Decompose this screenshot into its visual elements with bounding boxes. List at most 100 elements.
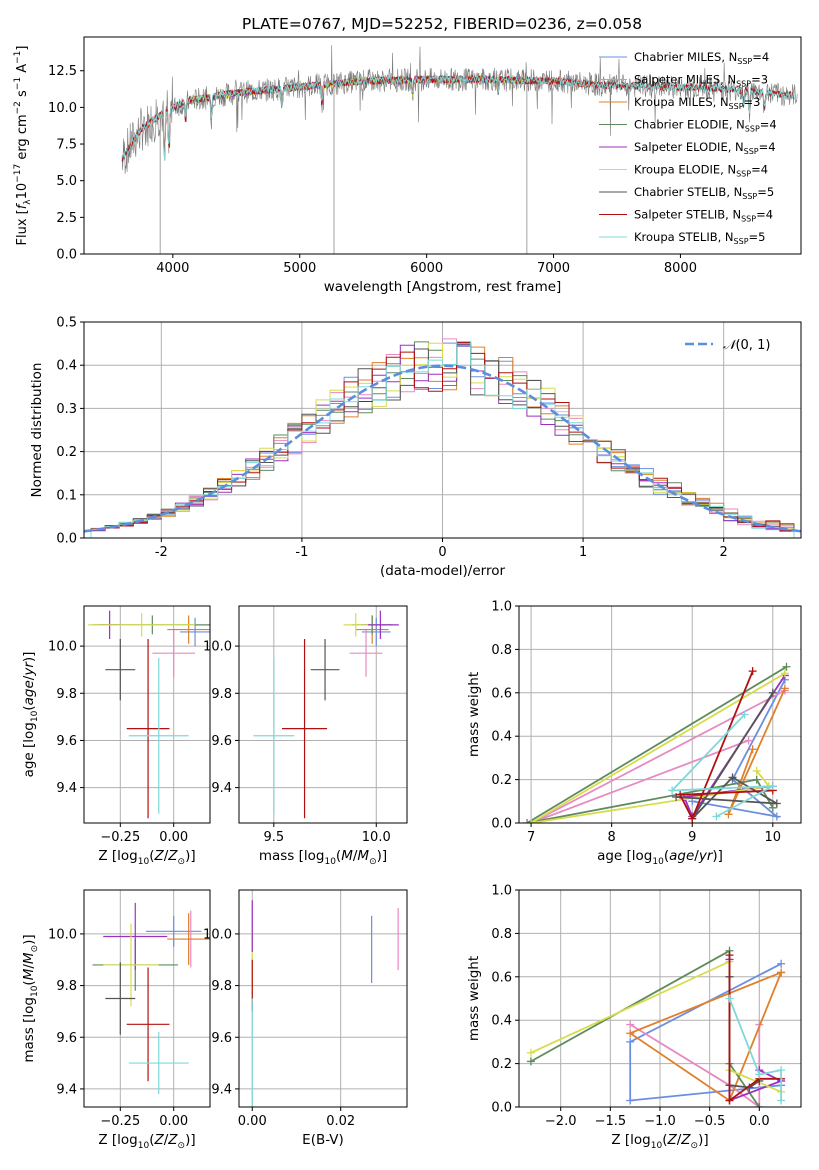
y-tick-label: 9.4 [211, 1082, 232, 1097]
mass-weight-vs-metallicity-plot-area [526, 946, 786, 1107]
x-tick-label: −0.25 [100, 830, 140, 845]
x-tick-label: -2 [155, 545, 168, 560]
series-marker-kroupa-elodie [527, 819, 536, 823]
y-tick-label: 9.6 [211, 1031, 232, 1046]
series-line-salpeter-stelib [678, 670, 773, 821]
y-tick-label: 9.6 [56, 734, 77, 749]
series-marker-salpeter-stelib [676, 790, 685, 799]
mass-vs-metallicity-ylabel: mass [log10(M/M⊙)] [21, 934, 40, 1062]
x-tick-label: 9.5 [263, 830, 284, 845]
x-tick-label: 2 [720, 545, 728, 560]
age-vs-metallicity-plot-area [88, 610, 210, 819]
y-tick-label: 9.4 [211, 781, 232, 796]
x-tick-label: 10 [765, 830, 782, 845]
figure-title: PLATE=0767, MJD=52252, FIBERID=0236, z=0… [242, 15, 642, 33]
x-tick-label: −1.0 [644, 1114, 676, 1129]
series-marker-kroupa-miles [748, 745, 757, 754]
series-marker-kroupa-stelib [777, 1096, 786, 1105]
series-line-chabrier-miles [692, 679, 786, 818]
y-tick-label: 9.8 [211, 979, 232, 994]
series-marker-kroupa-elodie [526, 1048, 535, 1057]
y-tick-label: 9.4 [56, 1082, 77, 1097]
series-marker-chabrier-miles [626, 1037, 635, 1046]
spectrum-xlabel: wavelength [Angstrom, rest frame] [324, 279, 562, 295]
series-line-salpeter-miles [530, 689, 786, 823]
mass-vs-metallicity-xlabel: Z [log10(Z/Z⊙)] [98, 1132, 195, 1151]
spectrum-ylabel: Flux [fλ10−17 erg cm−2 s−1 A−1] [13, 46, 33, 246]
series-marker-chabrier-elodie [752, 775, 761, 784]
y-tick-label: 0.6 [491, 970, 512, 985]
series-marker-chabrier-elodie [755, 1103, 764, 1107]
series-marker-kroupa-stelib [712, 812, 721, 821]
y-tick-label: 0.2 [56, 445, 77, 460]
series-marker-salpeter-stelib [725, 1096, 734, 1105]
spectrum-panel: 4000 5000 6000 7000 8000 0.0 2.5 5.0 7.5 10.0 12.5… [13, 36, 802, 295]
y-tick-label: 9.8 [56, 687, 77, 702]
series-marker-salpeter-stelib [725, 951, 734, 960]
x-tick-label: 8 [608, 830, 616, 845]
y-tick-label: 9.6 [211, 734, 232, 749]
mass-weight-vs-age-plot-area [523, 662, 791, 823]
series-marker-kroupa-miles [724, 810, 733, 819]
x-tick-label: -1 [295, 545, 308, 560]
legend-entry-chabrier-stelib: Chabrier STELIB, NSSP=5 [634, 185, 774, 201]
series-marker-chabrier-stelib [768, 688, 777, 697]
x-tick-label: 7 [527, 830, 535, 845]
mass-weight-vs-metallicity-xlabel: Z [log10(Z/Z⊙)] [611, 1132, 708, 1151]
legend-entry-salpeter-elodie: Salpeter ELODIE, NSSP=4 [634, 140, 776, 156]
series-marker-chabrier-elodie [523, 819, 532, 823]
residuals-ylabel: Normed distribution [29, 363, 45, 498]
x-tick-label: 0.00 [159, 830, 188, 845]
x-tick-label: −2.0 [545, 1114, 577, 1129]
series-marker-chabrier-stelib [672, 792, 681, 801]
x-tick-label: 9 [688, 830, 696, 845]
series-marker-salpeter-stelib [688, 814, 697, 823]
mass-weight-vs-age-panel: 7 8 9 10 0.0 0.2 0.4 0.6 0.8 1.0 age [log10(age/y… [466, 600, 802, 867]
normal-distribution-curve [84, 364, 801, 533]
x-tick-label: −0.25 [100, 1114, 140, 1129]
spectrum-axes-frame [83, 36, 802, 255]
x-tick-label: 0.00 [238, 1114, 267, 1129]
series-marker-kroupa-stelib [740, 710, 749, 719]
series-marker-chabrier-stelib [772, 799, 781, 808]
spectrum-legend: Chabrier MILES, NSSP=4 Salpeter MILES, NS… [599, 50, 777, 246]
y-tick-label: 0.4 [491, 1014, 512, 1029]
legend-entry-salpeter-stelib: Salpeter STELIB, NSSP=4 [634, 208, 773, 224]
mass-weight-vs-age-axes-frame [518, 605, 802, 824]
y-tick-label: 10.0 [203, 927, 232, 942]
series-marker-kroupa-stelib [768, 782, 777, 791]
age-vs-metallicity-xlabel: Z [log10(Z/Z⊙)] [98, 848, 195, 867]
age-vs-mass-panel: 9.5 10.0 9.4 9.6 9.8 10.0 mass [log10(M/M⊙)] [203, 605, 408, 867]
legend-entry-chabrier-miles: Chabrier MILES, NSSP=4 [634, 50, 769, 66]
age-vs-metallicity-ylabel: age [log10(age/yr)] [21, 652, 40, 778]
mass-vs-metallicity-plot-area [92, 902, 210, 1095]
series-marker-salpeter-miles [744, 736, 753, 745]
x-tick-label: −1.5 [595, 1114, 627, 1129]
legend-entry-normal: 𝒩(0, 1) [723, 338, 770, 353]
x-tick-label: 4000 [156, 261, 189, 276]
y-tick-label: 9.4 [56, 781, 77, 796]
x-tick-label: 0.0 [749, 1114, 770, 1129]
residuals-panel: -2 -1 0 1 2 0.0 0.1 0.2 0.3 0.4 0.5 (data-model)/e… [29, 316, 802, 579]
y-tick-label: 0.3 [56, 402, 77, 417]
x-tick-label: −0.5 [694, 1114, 726, 1129]
x-tick-label: 5000 [283, 261, 316, 276]
legend-entry-kroupa-stelib: Kroupa STELIB, NSSP=5 [634, 230, 765, 246]
series-marker-chabrier-miles [626, 1096, 635, 1105]
y-tick-label: 5.0 [56, 174, 77, 189]
mass-vs-extinction-ticks: 0.00 0.02 9.4 9.6 9.8 10.0 [203, 927, 355, 1129]
spectrum-ticks: 4000 5000 6000 7000 8000 0.0 2.5 5.0 7.5 10.0 12.5 [48, 64, 697, 276]
mass-vs-extinction-plot-area [251, 900, 399, 1107]
mass-vs-metallicity-ticks: −0.25 0.00 9.4 9.6 9.8 10.0 [48, 927, 188, 1129]
mass-weight-vs-metallicity-ticks: −2.0 −1.5 −1.0 −0.5 0.0 0.0 0.2 0.4 0.6 0.8 1.0 [491, 884, 769, 1130]
age-vs-mass-ticks: 9.5 10.0 9.4 9.6 9.8 10.0 [203, 640, 391, 845]
series-marker-kroupa-stelib [668, 786, 677, 795]
mass-weight-vs-metallicity-ylabel: mass weight [466, 956, 482, 1041]
y-tick-label: 0.8 [491, 927, 512, 942]
y-tick-label: 9.6 [56, 1031, 77, 1046]
y-tick-label: 1.0 [491, 600, 512, 615]
y-tick-label: 0.4 [491, 730, 512, 745]
series-marker-chabrier-miles [772, 812, 781, 821]
y-tick-label: 9.8 [211, 687, 232, 702]
mass-weight-vs-metallicity-panel: −2.0 −1.5 −1.0 −0.5 0.0 0.0 0.2 0.4 0.6 0.8 1.0 Z … [466, 884, 802, 1151]
